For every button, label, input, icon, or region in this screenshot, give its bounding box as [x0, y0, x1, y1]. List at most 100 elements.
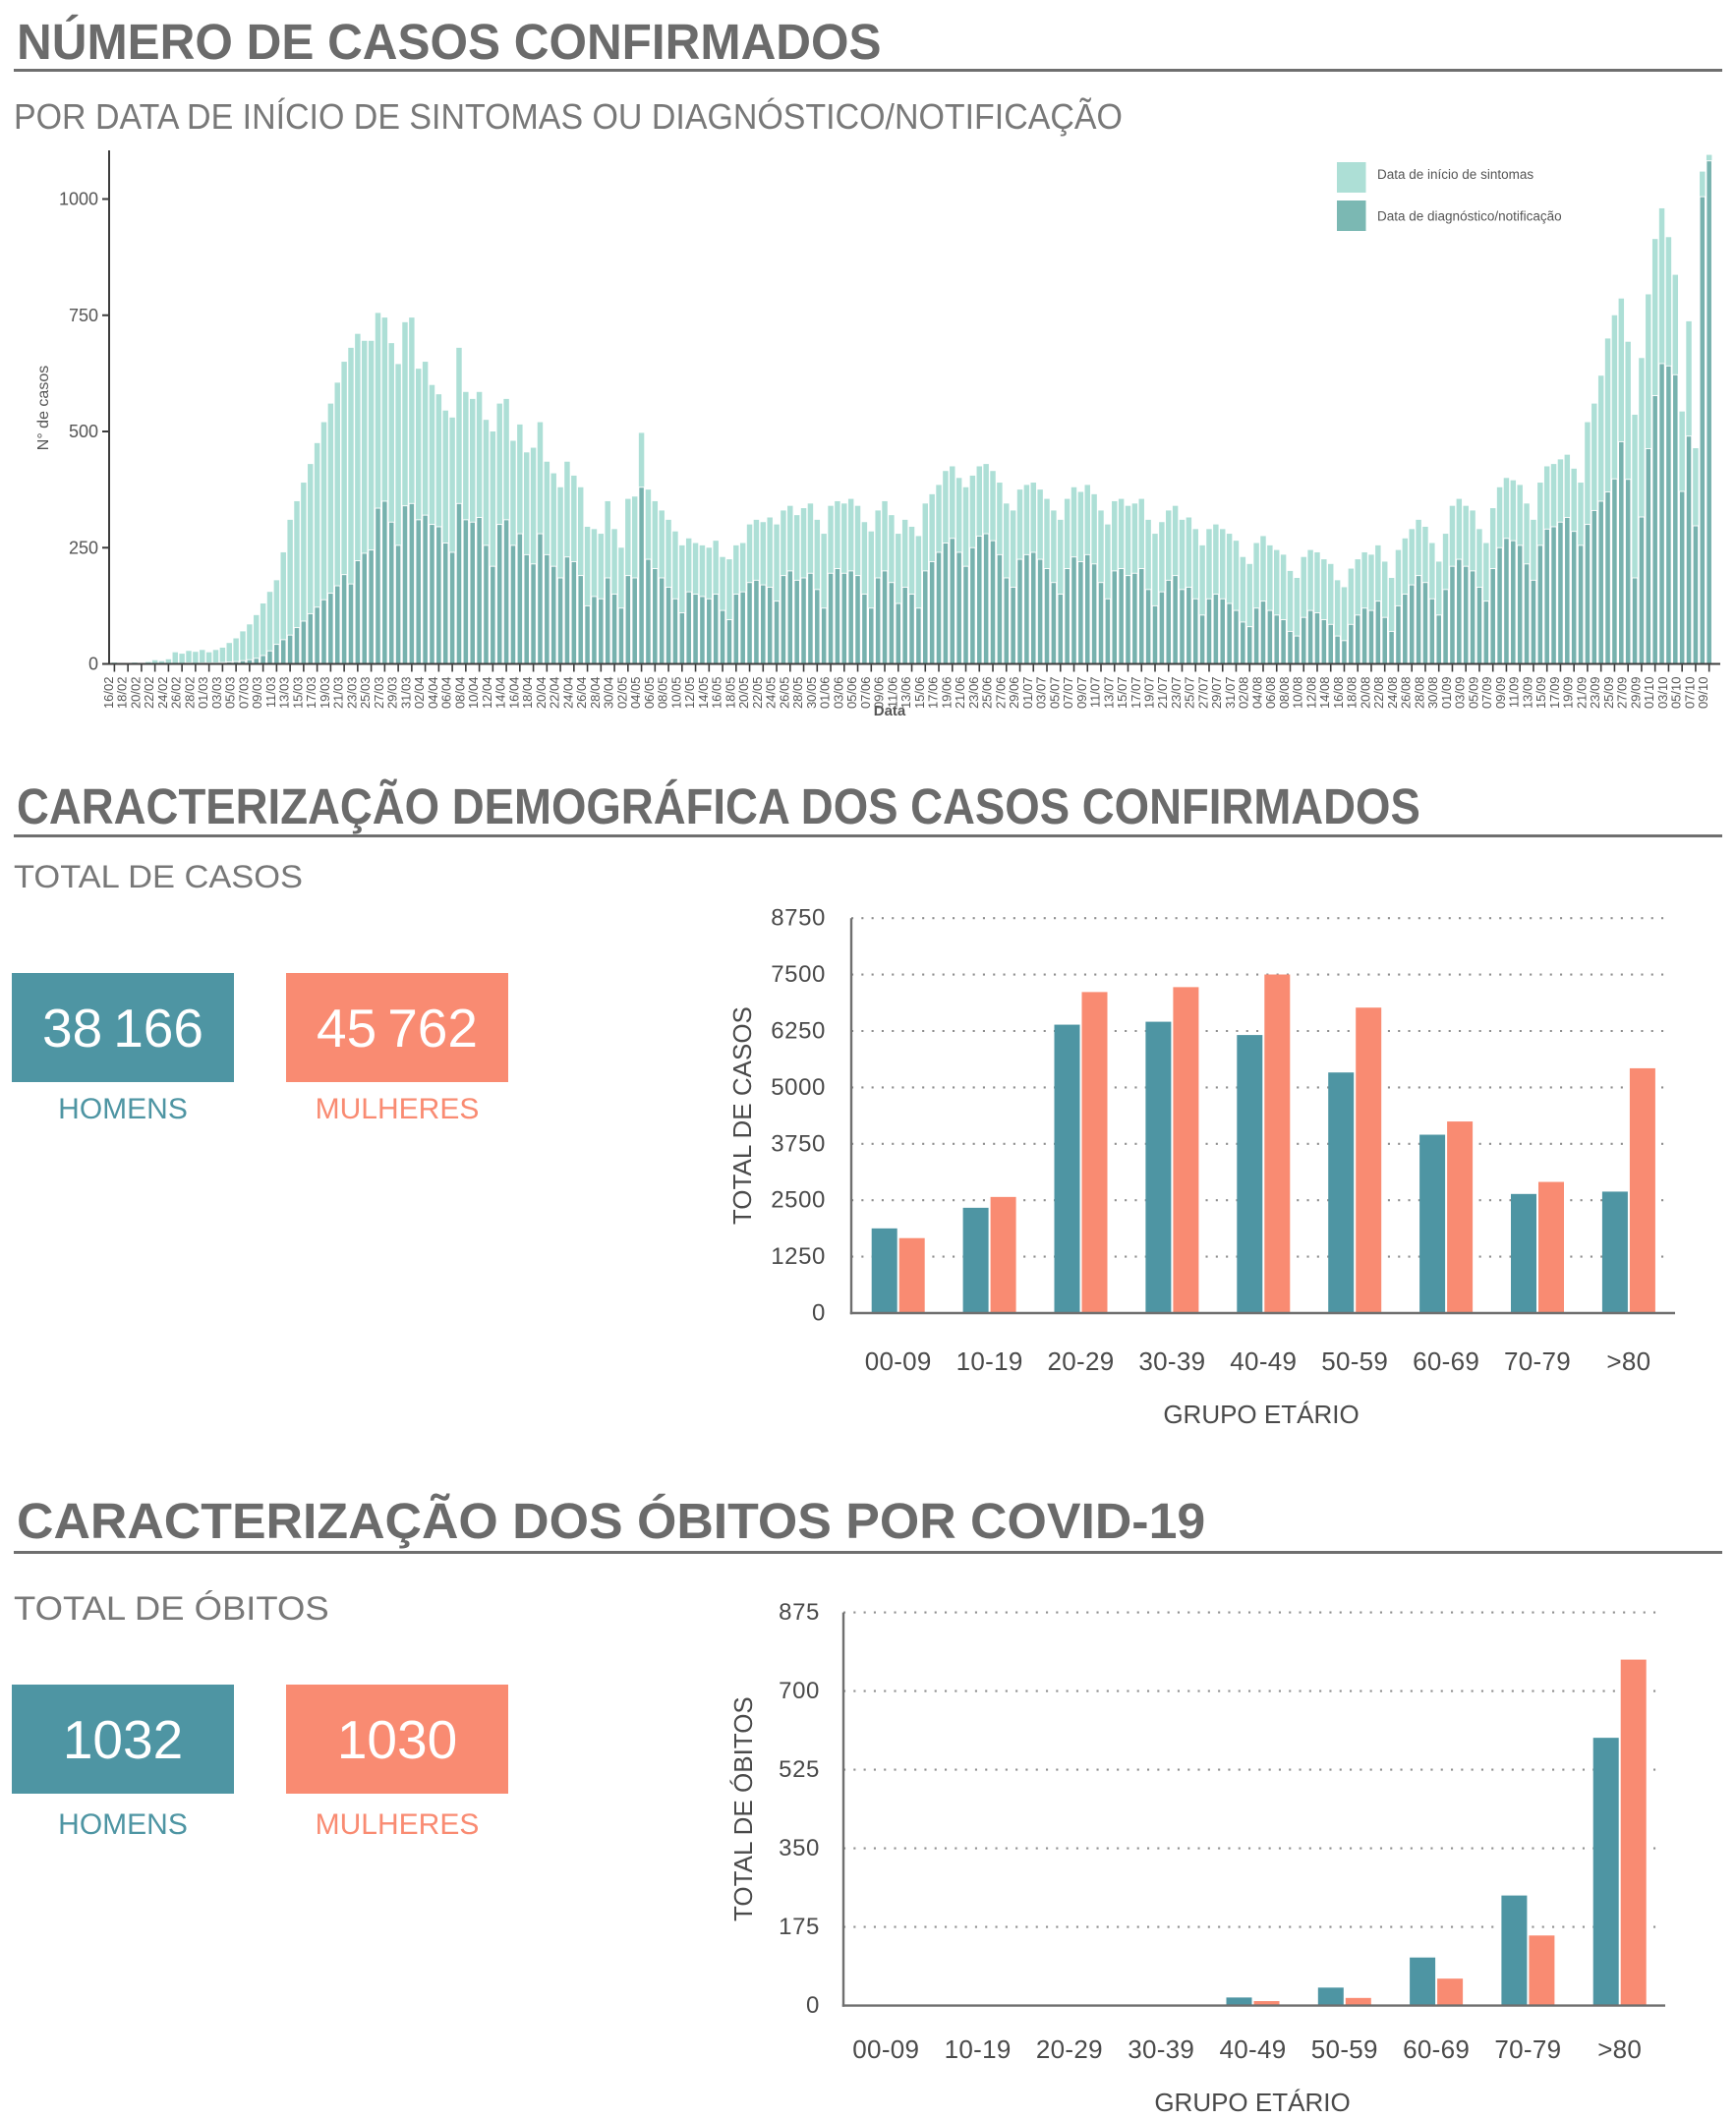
svg-text:00-09: 00-09 — [865, 1346, 932, 1376]
svg-text:05/10: 05/10 — [1669, 677, 1684, 710]
svg-text:16/08: 16/08 — [1331, 677, 1346, 710]
svg-text:20/04: 20/04 — [534, 677, 549, 710]
svg-text:8750: 8750 — [771, 905, 826, 932]
svg-text:07/06: 07/06 — [858, 677, 873, 710]
svg-text:>80: >80 — [1597, 2034, 1642, 2064]
svg-text:750: 750 — [69, 306, 98, 325]
svg-text:17/09: 17/09 — [1547, 677, 1562, 710]
svg-text:20/02: 20/02 — [128, 677, 143, 710]
svg-text:175: 175 — [779, 1914, 820, 1940]
svg-text:17/06: 17/06 — [926, 677, 941, 710]
svg-text:08/04: 08/04 — [452, 677, 467, 710]
svg-text:03/10: 03/10 — [1655, 677, 1670, 710]
svg-text:30/04: 30/04 — [602, 677, 616, 710]
svg-text:25/07: 25/07 — [1183, 677, 1197, 710]
svg-text:23/07: 23/07 — [1169, 677, 1184, 710]
svg-text:7500: 7500 — [771, 961, 826, 988]
svg-text:50-59: 50-59 — [1321, 1346, 1388, 1376]
svg-text:0: 0 — [88, 655, 98, 674]
svg-text:07/09: 07/09 — [1479, 677, 1494, 710]
svg-text:03/03: 03/03 — [209, 677, 224, 710]
svg-text:40-49: 40-49 — [1220, 2034, 1287, 2064]
svg-text:09/06: 09/06 — [872, 677, 887, 710]
svg-text:08/08: 08/08 — [1277, 677, 1292, 710]
svg-text:17/03: 17/03 — [304, 677, 318, 710]
svg-text:01/09: 01/09 — [1439, 677, 1454, 710]
svg-text:25/09: 25/09 — [1601, 677, 1616, 710]
svg-text:22/08: 22/08 — [1371, 677, 1386, 710]
svg-text:21/07: 21/07 — [1155, 677, 1170, 710]
svg-text:00-09: 00-09 — [852, 2034, 919, 2064]
svg-text:14/04: 14/04 — [493, 677, 508, 710]
svg-text:21/06: 21/06 — [953, 677, 967, 710]
svg-text:23/06: 23/06 — [966, 677, 981, 710]
svg-text:50-59: 50-59 — [1311, 2034, 1378, 2064]
svg-text:30/08: 30/08 — [1425, 677, 1440, 710]
svg-text:>80: >80 — [1606, 1346, 1650, 1376]
svg-text:20-29: 20-29 — [1036, 2034, 1103, 2064]
svg-text:04/08: 04/08 — [1249, 677, 1264, 710]
svg-text:07/03: 07/03 — [236, 677, 251, 710]
svg-text:22/02: 22/02 — [142, 677, 156, 710]
svg-text:05/03: 05/03 — [223, 677, 238, 710]
svg-text:09/10: 09/10 — [1696, 677, 1710, 710]
svg-text:31/07: 31/07 — [1223, 677, 1238, 710]
svg-text:03/06: 03/06 — [831, 677, 845, 710]
svg-text:03/09: 03/09 — [1453, 677, 1468, 710]
svg-text:20-29: 20-29 — [1048, 1346, 1115, 1376]
svg-text:09/07: 09/07 — [1074, 677, 1089, 710]
svg-text:Data: Data — [874, 703, 906, 719]
svg-text:17/07: 17/07 — [1128, 677, 1143, 710]
svg-text:GRUPO ETÁRIO: GRUPO ETÁRIO — [1163, 1400, 1359, 1429]
svg-text:11/09: 11/09 — [1507, 677, 1522, 709]
svg-text:19/03: 19/03 — [318, 677, 332, 710]
svg-text:12/04: 12/04 — [480, 677, 494, 710]
svg-text:05/09: 05/09 — [1466, 677, 1480, 710]
svg-text:0: 0 — [806, 1992, 820, 2019]
svg-text:250: 250 — [69, 538, 98, 557]
svg-text:700: 700 — [779, 1678, 820, 1704]
svg-text:60-69: 60-69 — [1403, 2034, 1470, 2064]
svg-text:26/05: 26/05 — [777, 677, 791, 710]
svg-text:1000: 1000 — [59, 190, 98, 209]
svg-text:10/08: 10/08 — [1291, 677, 1305, 710]
svg-text:11/06: 11/06 — [885, 677, 899, 709]
svg-text:GRUPO ETÁRIO: GRUPO ETÁRIO — [1154, 2088, 1350, 2117]
svg-text:27/06: 27/06 — [993, 677, 1008, 710]
svg-text:24/08: 24/08 — [1385, 677, 1400, 710]
svg-text:18/02: 18/02 — [115, 677, 130, 710]
svg-text:6250: 6250 — [771, 1018, 826, 1045]
svg-text:24/04: 24/04 — [560, 677, 575, 710]
svg-text:07/07: 07/07 — [1061, 677, 1075, 710]
svg-text:40-49: 40-49 — [1230, 1346, 1297, 1376]
svg-text:30/05: 30/05 — [804, 677, 819, 710]
svg-text:16/05: 16/05 — [710, 677, 724, 710]
svg-text:11/03: 11/03 — [263, 677, 278, 709]
svg-text:23/09: 23/09 — [1588, 677, 1602, 710]
svg-text:10/04: 10/04 — [466, 677, 481, 710]
svg-text:29/06: 29/06 — [1007, 677, 1021, 710]
svg-text:25/06: 25/06 — [980, 677, 995, 710]
svg-text:70-79: 70-79 — [1494, 2034, 1561, 2064]
svg-text:28/04: 28/04 — [588, 677, 603, 710]
svg-text:12/08: 12/08 — [1303, 677, 1318, 710]
svg-text:27/03: 27/03 — [372, 677, 386, 710]
svg-text:16/04: 16/04 — [506, 677, 521, 710]
svg-text:30-39: 30-39 — [1138, 1346, 1205, 1376]
svg-text:26/02: 26/02 — [169, 677, 184, 710]
svg-text:28/05: 28/05 — [790, 677, 805, 710]
svg-text:03/07: 03/07 — [1034, 677, 1049, 710]
svg-text:24/05: 24/05 — [764, 677, 779, 710]
svg-text:20/08: 20/08 — [1358, 677, 1372, 710]
svg-text:875: 875 — [779, 1599, 820, 1626]
svg-text:350: 350 — [779, 1835, 820, 1861]
svg-text:09/09: 09/09 — [1493, 677, 1508, 710]
svg-text:19/07: 19/07 — [1142, 677, 1157, 710]
svg-text:25/03: 25/03 — [358, 677, 373, 710]
svg-text:18/08: 18/08 — [1345, 677, 1360, 710]
svg-text:01/03: 01/03 — [196, 677, 210, 710]
svg-text:500: 500 — [69, 422, 98, 441]
svg-text:Data de início de sintomas: Data de início de sintomas — [1377, 167, 1533, 182]
svg-text:0: 0 — [812, 1300, 826, 1327]
svg-text:05/06: 05/06 — [844, 677, 859, 710]
